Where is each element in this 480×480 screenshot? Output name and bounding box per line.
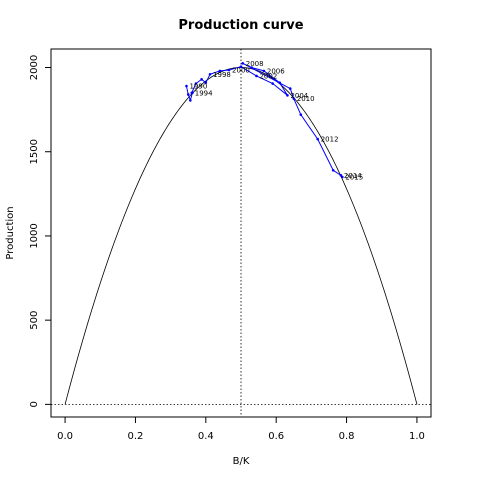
year-label-1990: 1990	[189, 83, 207, 91]
y-tick-label-1: 500	[29, 311, 40, 330]
y-tick-label-0: 0	[29, 401, 40, 407]
y-tick-label-3: 1500	[29, 139, 40, 164]
observed-point-2008	[241, 62, 245, 65]
observed-point-2007	[250, 66, 253, 69]
observed-point-2000	[227, 68, 231, 72]
x-tick-label-5: 1.0	[409, 431, 425, 442]
year-label-2010: 2010	[297, 95, 315, 103]
chart-title: Production curve	[178, 18, 303, 33]
y-tick-label-2: 1000	[29, 223, 40, 248]
x-tick-label-0: 0.0	[57, 431, 73, 442]
reference-lines	[51, 49, 431, 417]
observed-point-2015	[341, 175, 344, 179]
year-label-2000: 2000	[232, 67, 250, 75]
observed-point-1992	[189, 99, 192, 102]
observed-point-2003	[271, 82, 274, 85]
x-tick-label-4: 0.8	[339, 431, 355, 442]
observed-point-2002	[255, 74, 258, 78]
axes: 0.0 0.2 0.4 0.6 0.8 1.0 0 500 1000 1500 2000	[29, 55, 425, 442]
observed-point-1991	[186, 93, 190, 96]
x-tick-label-1: 0.2	[127, 431, 143, 442]
observed-point-2005	[278, 81, 282, 84]
year-label-2015: 2015	[345, 174, 363, 182]
observed-point-1994	[190, 91, 194, 95]
observed-series	[185, 62, 344, 179]
x-axis-title: B/K	[233, 456, 250, 467]
observed-point-1998	[208, 72, 212, 76]
observed-point-1995	[194, 82, 198, 85]
year-label-2002: 2002	[259, 72, 277, 80]
year-labels: 1990199419982000200220042006200820102012…	[189, 60, 363, 182]
year-label-2006: 2006	[267, 67, 285, 75]
observed-point-2013	[331, 168, 335, 172]
observed-point-1996	[200, 78, 203, 81]
observed-point-2011	[299, 113, 303, 116]
year-label-2004: 2004	[290, 92, 308, 100]
y-axis-title: Production	[5, 206, 16, 259]
y-tick-label-4: 2000	[29, 55, 40, 80]
observed-point-2010	[292, 97, 296, 100]
observed-point-2009	[288, 87, 292, 90]
year-label-1998: 1998	[213, 71, 231, 79]
x-tick-label-3: 0.6	[268, 431, 284, 442]
observed-point-2006	[262, 69, 266, 73]
observed-point-2012	[316, 137, 320, 141]
x-tick-label-2: 0.4	[198, 431, 214, 442]
observed-point-2001	[239, 65, 243, 68]
year-label-1994: 1994	[195, 89, 213, 97]
observed-point-1997	[204, 81, 208, 84]
year-label-2014: 2014	[344, 172, 362, 180]
year-label-2008: 2008	[246, 60, 264, 68]
observed-point-2004	[286, 94, 289, 97]
year-label-2012: 2012	[321, 136, 339, 144]
observed-point-1990	[185, 84, 188, 88]
observed-point-1999	[218, 69, 222, 73]
observed-trajectory-line	[185, 62, 343, 178]
